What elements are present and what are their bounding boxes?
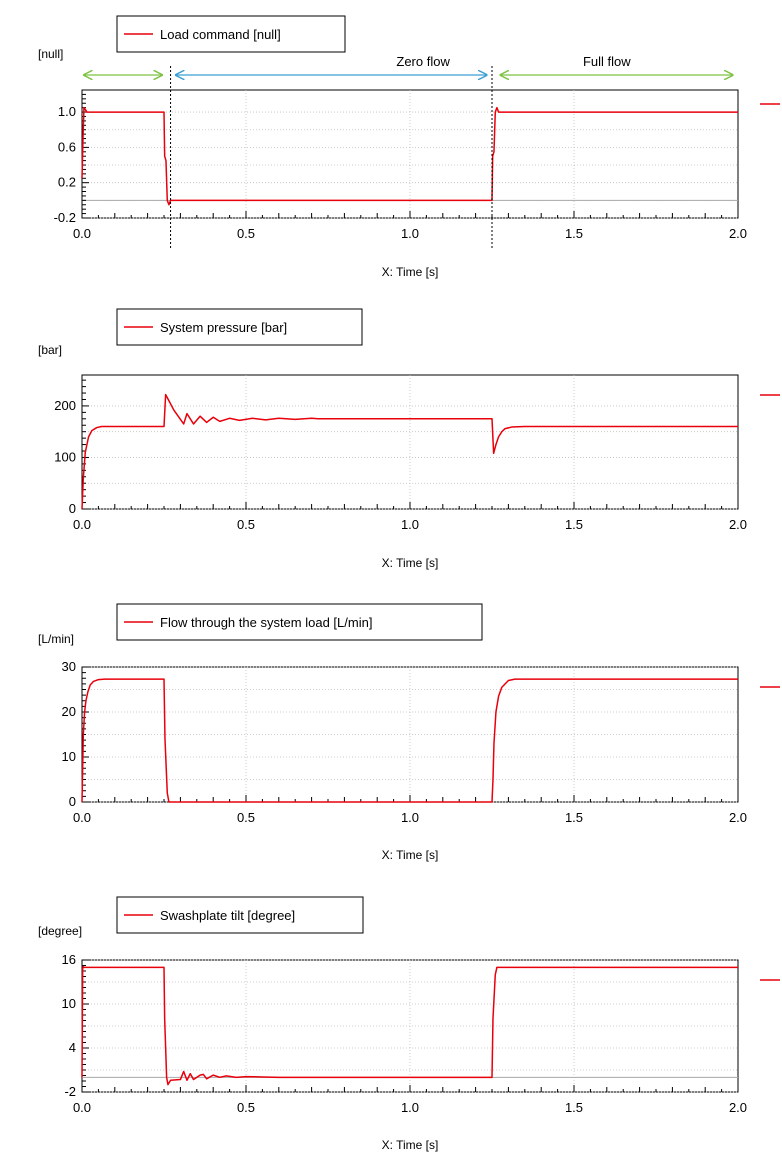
- annotation-full-flow: Full flow: [583, 54, 631, 69]
- x-tick-label: 2.0: [729, 810, 747, 825]
- x-tick-label: 1.5: [565, 1100, 583, 1115]
- y-tick-label: 0: [69, 501, 76, 516]
- legend-box: [116, 603, 483, 641]
- y-tick-label: 10: [62, 749, 76, 764]
- x-axis-title: X: Time [s]: [382, 265, 439, 279]
- series-line: [81, 965, 738, 1086]
- y-tick-label: 1.0: [58, 104, 76, 119]
- legend: Flow through the system load [L/min]: [116, 603, 483, 641]
- series-line: [81, 393, 738, 510]
- chart-panel-4: Swashplate tilt [degree] [degree] -2 4 10 16 0…: [38, 896, 780, 1152]
- legend: Load command [null]: [116, 15, 346, 53]
- x-tick-label: 1.0: [401, 810, 419, 825]
- y-tick-label: 0.6: [58, 139, 76, 154]
- y-tick-label: 0: [69, 794, 76, 809]
- legend-box: [116, 308, 363, 346]
- legend: Swashplate tilt [degree]: [116, 896, 364, 934]
- y-axis-unit-label: [L/min]: [38, 632, 74, 646]
- x-tick-label: 1.5: [565, 517, 583, 532]
- y-tick-label: 100: [54, 449, 76, 464]
- x-axis-title: X: Time [s]: [382, 848, 439, 862]
- x-tick-label: 0.0: [73, 810, 91, 825]
- legend-label: System pressure [bar]: [160, 320, 287, 335]
- legend-box: [116, 15, 346, 53]
- x-tick-label: 0.0: [73, 1100, 91, 1115]
- x-tick-label: 1.5: [565, 226, 583, 241]
- y-axis-unit-label: [null]: [38, 47, 63, 61]
- x-tick-label: 0.0: [73, 226, 91, 241]
- x-tick-label: 2.0: [729, 1100, 747, 1115]
- chart-panel-3: Flow through the system load [L/min] [L/m…: [38, 603, 780, 862]
- x-tick-label: 2.0: [729, 517, 747, 532]
- x-tick-label: 1.0: [401, 517, 419, 532]
- y-axis-unit-label: [bar]: [38, 343, 62, 357]
- x-axis-title: X: Time [s]: [382, 556, 439, 570]
- y-tick-label: 30: [62, 659, 76, 674]
- x-tick-label: 1.5: [565, 810, 583, 825]
- series-line: [81, 106, 738, 206]
- y-tick-label: 10: [62, 996, 76, 1011]
- y-tick-label: -2: [64, 1084, 76, 1099]
- y-tick-label: 0.2: [58, 175, 76, 190]
- y-tick-label: -0.2: [54, 210, 76, 225]
- x-tick-label: 1.0: [401, 226, 419, 241]
- x-tick-label: 0.5: [237, 1100, 255, 1115]
- y-axis-unit-label: [degree]: [38, 924, 82, 938]
- annotation-zero-flow: Zero flow: [396, 54, 450, 69]
- legend-label: Flow through the system load [L/min]: [160, 615, 372, 630]
- x-tick-label: 0.5: [237, 226, 255, 241]
- chart-panel-1: Load command [null] [null] -0.2 0.2 0.6 1.0 0.…: [38, 15, 780, 279]
- x-tick-label: 2.0: [729, 226, 747, 241]
- series-line: [81, 678, 738, 803]
- x-tick-label: 1.0: [401, 1100, 419, 1115]
- x-axis-title: X: Time [s]: [382, 1138, 439, 1152]
- legend-label: Swashplate tilt [degree]: [160, 908, 295, 923]
- x-tick-label: 0.0: [73, 517, 91, 532]
- legend: System pressure [bar]: [116, 308, 363, 346]
- y-tick-label: 4: [69, 1040, 76, 1055]
- y-tick-label: 20: [62, 704, 76, 719]
- y-tick-label: 200: [54, 398, 76, 413]
- phase-annotations: Zero flow Full flow: [84, 54, 733, 250]
- x-tick-label: 0.5: [237, 810, 255, 825]
- y-tick-label: 16: [62, 952, 76, 967]
- chart-panel-2: System pressure [bar] [bar] 0 100 200 0.0 0.5 1…: [38, 308, 780, 570]
- legend-box: [116, 896, 364, 934]
- legend-label: Load command [null]: [160, 27, 281, 42]
- x-tick-label: 0.5: [237, 517, 255, 532]
